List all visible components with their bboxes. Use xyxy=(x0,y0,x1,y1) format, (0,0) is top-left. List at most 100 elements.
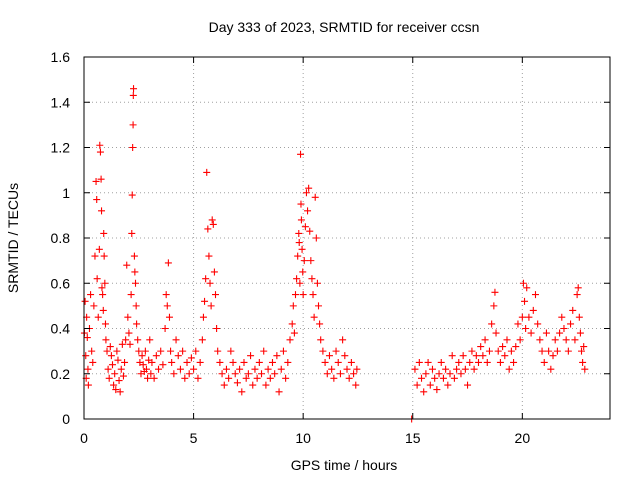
data-point xyxy=(199,313,207,321)
data-point xyxy=(103,347,111,355)
data-point xyxy=(477,343,485,351)
data-point xyxy=(262,381,270,389)
data-point xyxy=(536,336,544,344)
data-point xyxy=(347,358,355,366)
data-point xyxy=(521,297,529,305)
data-point xyxy=(205,252,213,260)
grid-lines xyxy=(84,57,610,419)
data-point xyxy=(485,347,493,355)
data-point xyxy=(172,336,180,344)
data-point xyxy=(114,356,122,364)
data-point xyxy=(181,374,189,382)
data-point xyxy=(575,313,583,321)
data-point xyxy=(343,365,351,373)
data-point xyxy=(466,358,474,366)
data-point xyxy=(492,329,500,337)
data-point xyxy=(126,340,134,348)
data-point xyxy=(220,381,228,389)
data-point xyxy=(551,336,559,344)
data-point xyxy=(505,365,513,373)
data-point xyxy=(130,252,138,260)
data-point xyxy=(231,370,239,378)
data-point xyxy=(212,291,219,299)
data-point xyxy=(264,365,272,373)
data-point xyxy=(138,352,146,360)
data-point xyxy=(218,370,226,378)
data-point xyxy=(98,207,106,215)
data-point xyxy=(279,347,287,355)
data-point xyxy=(227,347,235,355)
data-point xyxy=(108,361,116,369)
data-point xyxy=(116,388,124,396)
data-point xyxy=(316,320,324,328)
data-point xyxy=(339,336,347,344)
data-point xyxy=(229,358,237,366)
data-point xyxy=(553,347,561,355)
data-point xyxy=(580,343,588,351)
data-point xyxy=(167,347,175,355)
data-point xyxy=(420,388,428,396)
data-point xyxy=(298,245,306,253)
data-point xyxy=(247,352,255,360)
data-point xyxy=(187,354,195,362)
y-tick-label: 1 xyxy=(62,185,70,201)
data-point xyxy=(233,379,241,387)
data-point xyxy=(268,358,276,366)
data-point xyxy=(353,365,361,373)
data-point xyxy=(105,374,113,382)
data-point xyxy=(286,336,294,344)
data-point xyxy=(202,275,210,283)
data-point xyxy=(253,374,261,382)
axis-ticks xyxy=(83,56,610,420)
data-point xyxy=(273,352,281,360)
data-point xyxy=(562,336,570,344)
data-point xyxy=(271,370,279,378)
data-point xyxy=(101,320,109,328)
data-point xyxy=(488,320,496,328)
data-point xyxy=(132,279,140,287)
x-tick-label: 20 xyxy=(515,430,531,446)
data-point xyxy=(89,358,97,366)
data-point xyxy=(83,334,91,342)
data-point xyxy=(507,347,515,355)
data-point xyxy=(558,313,566,321)
data-point xyxy=(118,340,126,348)
data-point xyxy=(518,313,526,321)
chart-title: Day 333 of 2023, SRMTID for receiver ccs… xyxy=(209,19,480,35)
data-point xyxy=(428,365,436,373)
data-point xyxy=(163,302,171,310)
data-point xyxy=(122,336,130,344)
data-point xyxy=(306,227,314,235)
data-point xyxy=(93,196,101,204)
data-point xyxy=(81,297,89,305)
y-tick-label: 0 xyxy=(62,411,70,427)
data-point xyxy=(494,347,502,355)
data-point xyxy=(131,268,139,276)
data-point xyxy=(249,381,257,389)
data-point xyxy=(196,358,204,366)
data-point xyxy=(470,365,478,373)
data-point xyxy=(496,358,504,366)
data-point xyxy=(523,284,531,292)
data-point xyxy=(304,207,312,215)
data-point xyxy=(319,347,327,355)
data-point xyxy=(95,245,103,253)
data-point xyxy=(581,365,589,373)
data-point xyxy=(415,358,423,366)
data-point xyxy=(148,358,156,366)
data-point xyxy=(529,306,537,314)
data-point xyxy=(464,381,472,389)
y-tick-label: 1.2 xyxy=(51,140,71,156)
data-point xyxy=(204,225,212,233)
data-point xyxy=(345,374,353,382)
data-point xyxy=(225,374,233,382)
data-point xyxy=(282,374,290,382)
data-point xyxy=(328,365,336,373)
data-point xyxy=(534,320,542,328)
data-point xyxy=(284,358,292,366)
data-point xyxy=(576,329,584,337)
data-point xyxy=(255,358,263,366)
data-point xyxy=(450,374,458,382)
data-point xyxy=(168,358,176,366)
data-point xyxy=(185,370,193,378)
